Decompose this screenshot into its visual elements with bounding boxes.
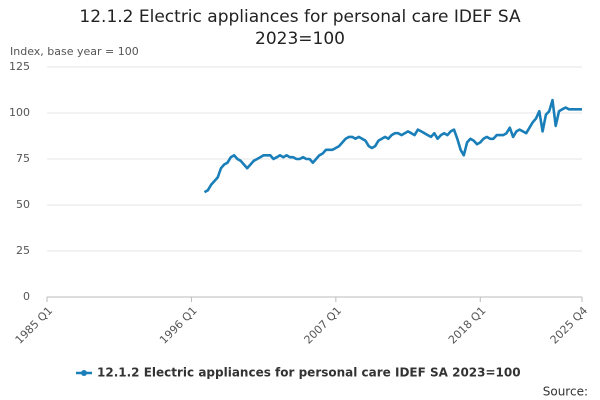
x-tick-label: 2007 Q1 — [302, 304, 345, 347]
source: Source: — [543, 385, 588, 399]
series-line — [203, 98, 582, 194]
y-tick-label: 100 — [9, 106, 30, 119]
legend-label: 12.1.2 Electric appliances for personal … — [97, 366, 521, 380]
y-tick-label: 75 — [16, 152, 30, 165]
y-tick-label: 50 — [16, 198, 30, 211]
y-tick-label: 25 — [16, 244, 30, 257]
x-tick-label: 1985 Q1 — [13, 304, 56, 347]
x-tick-label: 2025 Q4 — [548, 304, 591, 347]
legend-marker — [81, 370, 87, 376]
x-tick-label: 2018 Q1 — [446, 304, 489, 347]
y-axis-label: Index, base year = 100 — [10, 45, 139, 58]
y-tick-label: 125 — [9, 60, 30, 73]
chart-title: 12.1.2 Electric appliances for personal … — [79, 7, 521, 49]
x-tick-label: 1996 Q1 — [157, 304, 200, 347]
y-tick-label: 0 — [23, 290, 30, 303]
